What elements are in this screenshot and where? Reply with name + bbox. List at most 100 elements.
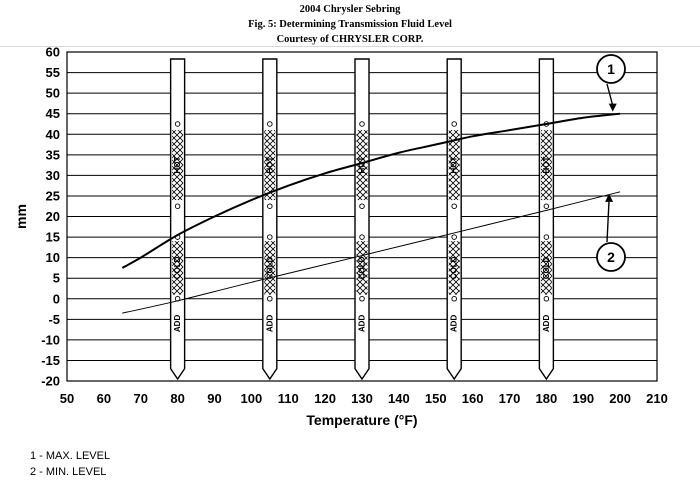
dipstick: HOT COLD ADD — [169, 58, 186, 381]
cold-label: COLD — [265, 256, 274, 279]
callout-leader — [606, 199, 610, 243]
dipstick-layer: HOT COLD ADD HOT COLD ADD HOT COLD ADD HOT COLD ADD… — [169, 58, 555, 381]
x-tick-label: 210 — [646, 391, 668, 406]
hot-band — [356, 130, 368, 201]
dipstick: HOT COLD ADD — [262, 58, 278, 381]
y-tick-label: 0 — [53, 291, 60, 306]
dipstick: HOT COLD ADD — [446, 58, 462, 381]
dipstick: HOT COLD ADD — [538, 58, 555, 381]
dipstick-hole — [359, 234, 365, 240]
y-tick-label: 50 — [46, 86, 60, 101]
y-tick-label: -20 — [41, 374, 60, 389]
dipstick-hole — [359, 121, 365, 127]
x-tick-label: 140 — [388, 391, 410, 406]
hot-band — [264, 130, 276, 201]
add-label: ADD — [450, 315, 459, 333]
x-tick-label: 90 — [207, 391, 221, 406]
legend-item-max: 1 - MAX. LEVEL — [30, 450, 111, 462]
dipstick-hole — [267, 121, 273, 127]
x-tick-label: 150 — [425, 391, 447, 406]
add-label: ADD — [542, 315, 551, 333]
add-label: ADD — [358, 315, 367, 333]
y-tick-label: 45 — [46, 106, 60, 121]
dipstick-hole — [451, 234, 457, 240]
y-tick-label: -15 — [41, 353, 60, 368]
cold-label: COLD — [450, 256, 459, 279]
hot-label: HOT — [173, 157, 182, 174]
legend-item-min: 2 - MIN. LEVEL — [30, 466, 107, 478]
x-tick-label: 110 — [278, 391, 299, 406]
y-tick-label: 20 — [46, 209, 60, 224]
dipstick: HOT COLD ADD — [354, 58, 370, 381]
hot-band — [540, 130, 552, 201]
y-axis-label: mm — [13, 204, 29, 229]
plot-frame — [66, 51, 658, 382]
cold-band — [448, 241, 460, 295]
dipstick-hole — [174, 203, 181, 209]
figure-header: 2004 Chrysler Sebring Fig. 5: Determinin… — [0, 2, 700, 47]
callout-layer: 12 — [596, 54, 626, 272]
callout-leader — [606, 83, 614, 106]
dipstick-hole — [359, 203, 365, 209]
hot-band — [172, 130, 184, 201]
y-tick-label: 35 — [46, 147, 60, 162]
x-tick-label: 120 — [314, 391, 336, 406]
x-tick-label: 70 — [134, 391, 148, 406]
dipstick-hole — [451, 203, 457, 209]
x-tick-label: 180 — [536, 391, 558, 406]
y-tick-label: 40 — [46, 127, 60, 142]
callout-number: 1 — [607, 61, 615, 77]
x-tick-label: 160 — [462, 391, 484, 406]
dipstick-hole — [451, 121, 457, 127]
add-label: ADD — [265, 315, 274, 333]
cold-label: COLD — [173, 256, 182, 279]
add-label: ADD — [173, 315, 182, 333]
header-divider — [0, 46, 700, 47]
x-tick-label: 80 — [170, 391, 184, 406]
cold-band — [264, 241, 276, 295]
dipstick-hole — [359, 296, 365, 302]
x-tick-label: 200 — [609, 391, 631, 406]
y-tick-label: 25 — [46, 188, 60, 203]
y-tick-label: -10 — [41, 332, 60, 347]
hot-label: HOT — [542, 157, 551, 174]
header-figure-caption: Fig. 5: Determining Transmission Fluid L… — [248, 19, 452, 30]
callout-number: 2 — [607, 249, 615, 265]
hot-label: HOT — [358, 157, 367, 174]
y-tick-label: 10 — [46, 250, 60, 265]
callout-arrowhead — [608, 103, 617, 112]
legend: 1 - MAX. LEVEL 2 - MIN. LEVEL — [30, 448, 110, 480]
x-tick-label: 130 — [351, 391, 373, 406]
dipstick-hole — [267, 203, 273, 209]
cold-band — [540, 241, 552, 295]
header-courtesy: Courtesy of CHRYSLER CORP. — [276, 34, 424, 45]
callout-circle — [596, 242, 626, 272]
y-tick-label: -5 — [48, 312, 60, 327]
y-tick-label: 15 — [46, 230, 60, 245]
callout-arrowhead — [605, 193, 614, 202]
y-tick-label: 5 — [53, 271, 60, 286]
hot-band — [448, 130, 460, 201]
hot-label: HOT — [265, 157, 274, 174]
x-tick-label: 190 — [572, 391, 594, 406]
y-tick-label: 30 — [46, 168, 60, 183]
y-tick-label: 55 — [46, 65, 60, 80]
cold-band — [172, 241, 184, 295]
x-axis-label: Temperature (°F) — [306, 412, 417, 428]
dipstick-hole — [543, 234, 550, 240]
dipstick-hole — [451, 296, 457, 302]
dipstick-hole — [267, 296, 273, 302]
min-level-line — [122, 191, 621, 314]
dipstick-hole — [174, 121, 181, 127]
callout-circle — [596, 54, 626, 84]
series-layer — [121, 112, 621, 314]
cold-label: COLD — [358, 256, 367, 279]
x-tick-label: 50 — [60, 391, 74, 406]
cold-band — [356, 241, 368, 295]
hot-label: HOT — [450, 157, 459, 174]
x-tick-label: 60 — [97, 391, 111, 406]
y-tick-label: 60 — [46, 45, 60, 60]
max-level-line — [121, 112, 621, 269]
